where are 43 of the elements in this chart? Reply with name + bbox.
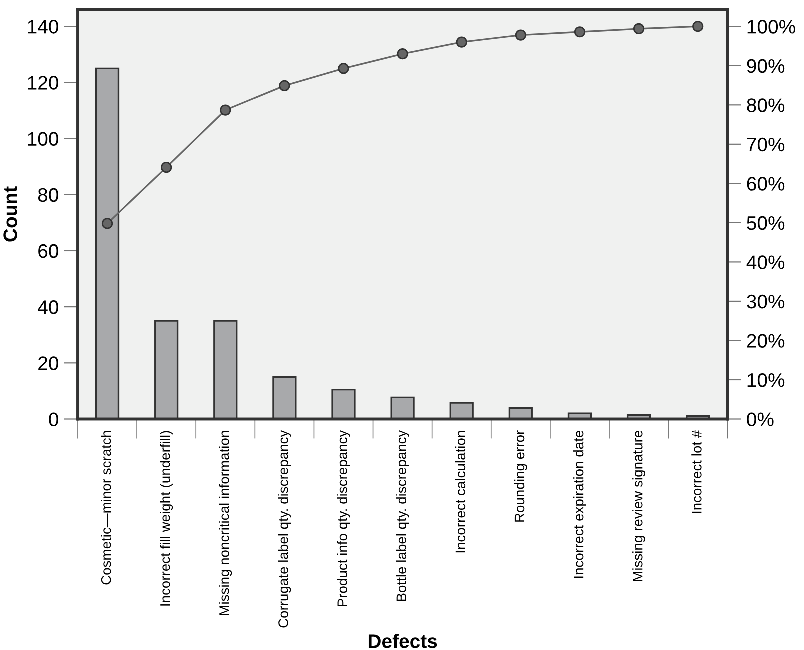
point [102,218,114,230]
point [692,21,704,32]
y2-tick-label: 40% [746,256,785,270]
y-axis-title: Count [4,186,18,242]
y-tick-label: 0 [49,412,58,426]
point [279,80,290,92]
y2-tick-label: 90% [747,59,785,74]
x-tick-label: Bottle label qty. discrepancy [396,430,410,602]
x-tick-label: Incorrect expiration date [574,430,586,578]
point [338,63,350,74]
y2-tick-label: 60% [747,177,785,191]
point [220,104,232,116]
y2-tick-label: 10% [748,373,785,388]
point [161,162,172,174]
y2-tick-label: 100% [748,20,796,34]
x-tick-label: Incorrect lot # [692,430,702,514]
x-tick-label: Rounding error [514,430,528,522]
y2-tick-label: 80% [747,98,785,112]
y-tick-label: 100 [28,132,58,146]
y2-tick-label: 50% [747,216,785,230]
x-tick-label: Missing noncritical information [219,431,232,616]
y-tick-label: 120 [28,76,58,90]
x-tick-label: Missing review signature [632,430,646,582]
x-tick-label: Incorrect calculation [455,431,466,553]
x-tick-label: Corrugate label qty. discrepancy [278,430,292,628]
y-tick-label: 60 [38,244,58,258]
y-tick-label: 40 [38,300,58,314]
y-tick-label: 140 [28,20,58,34]
x-tick-label: Incorrect fill weight (underfill) [160,431,174,606]
x-tick-label: Product info qty. discrepancy [337,430,350,607]
y2-tick-label: 20% [747,334,785,348]
y2-tick-label: 70% [747,138,785,152]
x-tick-label: Cosmetic—minor scratch [101,431,112,585]
x-axis-title: Defects [368,634,438,648]
point [515,30,526,41]
point [456,36,468,48]
y2-tick-label: 30% [747,294,785,309]
y2-tick-label: 0% [747,412,774,426]
point [397,48,408,60]
y-tick-label: 20 [38,356,58,370]
point [574,26,586,38]
point [633,23,645,35]
y-tick-label: 80 [38,188,58,202]
